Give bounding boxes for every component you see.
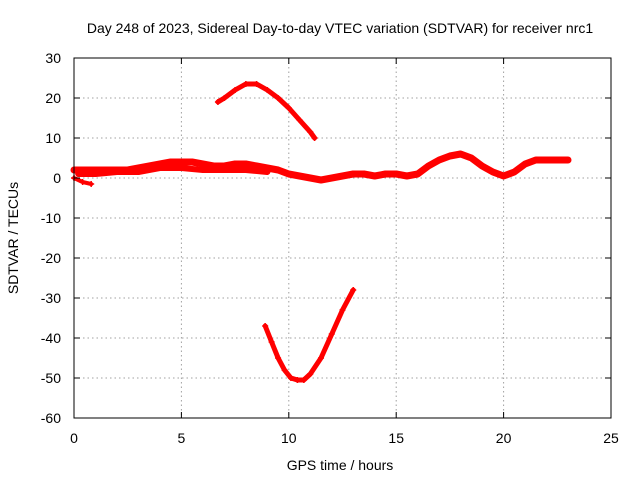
data-point [457,151,464,157]
data-point [178,165,185,171]
data-point [156,165,163,171]
data-point [88,181,95,187]
y-tick-label: -10 [41,210,61,226]
data-point [199,167,206,173]
data-point [489,169,496,175]
data-point [178,159,185,165]
data-point [296,117,303,123]
data-point [221,95,228,101]
data-point [221,167,228,173]
data-point [199,161,206,167]
grid-lines [74,58,611,418]
axis-ticks: 0 5 10 15 20 25 -60 -50 -40 -30 -20 -10 0 10 20 30 [41,50,619,446]
data-point [242,81,249,87]
data-point [113,169,120,175]
data-point [500,173,507,179]
series-main-band [70,150,572,184]
data-point [79,179,86,185]
x-tick-label: 5 [178,430,186,446]
data-point [287,375,294,381]
data-point [253,81,260,87]
data-point [268,339,275,345]
data-point [242,161,249,167]
y-tick-label: -30 [41,290,61,306]
y-tick-label: 30 [45,50,61,66]
data-point [403,173,410,179]
data-point [328,331,335,337]
data-point [264,169,271,175]
data-point [425,163,432,169]
data-point [281,367,288,373]
data-point [339,307,346,313]
data-point [371,173,378,179]
data-point [532,157,539,163]
data-point [436,157,443,163]
x-axis-label: GPS time / hours [287,457,394,473]
data-point [350,171,357,177]
data-series [70,81,572,383]
series-lower-arc [262,287,356,383]
x-tick-label: 10 [281,430,297,446]
data-point [167,159,174,165]
y-tick-label: -50 [41,370,61,386]
data-point [296,173,303,179]
data-point [328,175,335,181]
data-point [318,177,325,183]
data-point [232,87,239,93]
data-point [522,161,529,167]
data-point [135,169,142,175]
data-point [92,171,99,177]
data-point [189,159,196,165]
data-point [414,171,421,177]
data-point [339,173,346,179]
y-tick-label: 10 [45,130,61,146]
data-point [300,377,307,383]
data-point [285,171,292,177]
series-band-spread [75,165,271,177]
data-point [214,99,221,105]
data-point [275,167,282,173]
x-tick-label: 0 [70,430,78,446]
y-tick-label: 0 [53,170,61,186]
data-point [275,95,282,101]
data-point [275,355,282,361]
data-point [360,171,367,177]
data-point [232,161,239,167]
plot-frame [73,57,612,419]
x-tick-label: 20 [496,430,512,446]
data-point [350,287,357,293]
chart-title: Day 248 of 2023, Sidereal Day-to-day VTE… [87,20,593,36]
data-point [75,171,82,177]
data-point [393,171,400,177]
data-point [307,175,314,181]
data-point [262,323,269,329]
data-point [307,129,314,135]
series-upper-arc [215,81,318,141]
data-point [479,163,486,169]
data-point [285,105,292,111]
y-tick-label: -40 [41,330,61,346]
data-point [318,355,325,361]
data-point [554,157,561,163]
data-point [446,153,453,159]
y-tick-label: 20 [45,90,61,106]
data-point [565,157,572,163]
data-point [264,87,271,93]
y-axis-label: SDTVAR / TECUs [5,182,21,294]
data-point [543,157,550,163]
data-point [468,155,475,161]
y-tick-label: -60 [41,410,61,426]
data-point [307,371,314,377]
x-tick-label: 25 [603,430,619,446]
data-point [242,167,249,173]
data-point [294,377,301,383]
data-point [311,135,318,141]
x-tick-label: 15 [388,430,404,446]
data-point [511,169,518,175]
data-point [382,171,389,177]
y-tick-label: -20 [41,250,61,266]
